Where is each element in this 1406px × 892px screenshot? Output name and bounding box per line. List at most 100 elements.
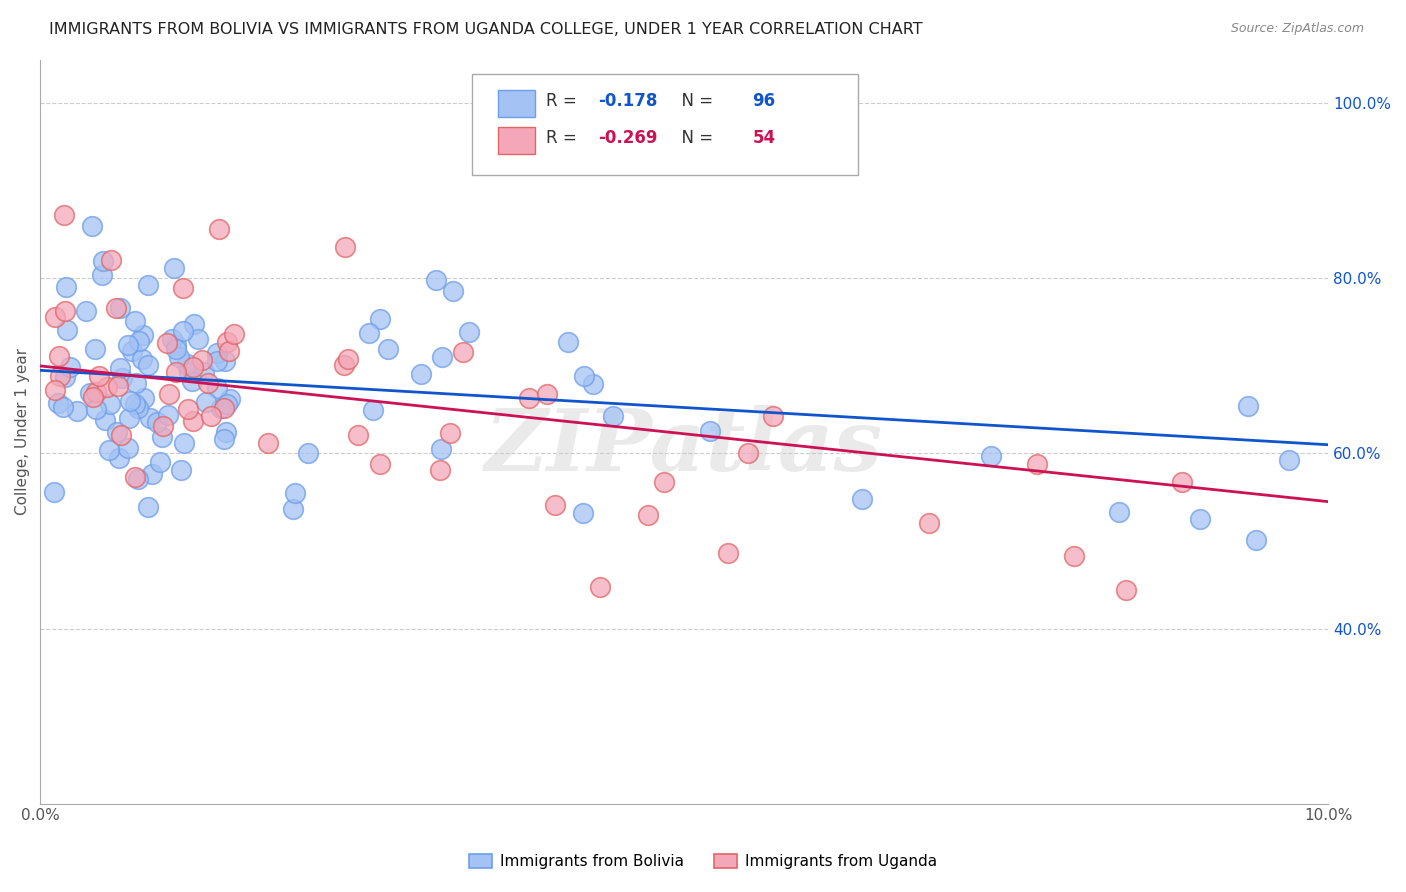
Point	[84, 384, 107, 399]
Point	[79, 386, 101, 401]
Point	[581, 377, 603, 392]
Point	[699, 424, 721, 438]
Point	[1108, 505, 1130, 519]
Point	[131, 351, 153, 366]
Point	[197, 376, 219, 390]
Point	[66, 403, 89, 417]
Point	[53, 370, 76, 384]
Point	[432, 351, 454, 365]
Point	[46, 395, 69, 409]
Point	[128, 334, 150, 349]
Point	[141, 467, 163, 482]
Point	[602, 409, 624, 423]
Point	[333, 240, 356, 254]
Point	[297, 446, 319, 460]
Point	[157, 387, 180, 401]
Point	[737, 446, 759, 460]
Text: ZIPatlas: ZIPatlas	[485, 405, 883, 488]
Point	[136, 500, 159, 515]
Point	[425, 273, 447, 287]
Point	[145, 415, 167, 429]
Point	[52, 400, 75, 414]
Text: N =: N =	[672, 92, 718, 110]
Point	[124, 397, 146, 411]
Point	[183, 317, 205, 331]
Point	[652, 475, 675, 490]
Point	[160, 332, 183, 346]
Point	[980, 450, 1002, 464]
Point	[572, 506, 595, 520]
Point	[195, 395, 218, 409]
Point	[557, 334, 579, 349]
Point	[176, 357, 198, 371]
Point	[543, 498, 565, 512]
Point	[163, 261, 186, 276]
Point	[110, 301, 132, 315]
Point	[136, 359, 159, 373]
Point	[127, 401, 149, 416]
Point	[100, 252, 122, 267]
Point	[191, 352, 214, 367]
Point	[125, 376, 148, 391]
Point	[132, 327, 155, 342]
Point	[108, 450, 131, 465]
Point	[149, 455, 172, 469]
Point	[519, 391, 541, 405]
Point	[1063, 549, 1085, 563]
Point	[118, 411, 141, 425]
Point	[170, 462, 193, 476]
Point	[377, 342, 399, 356]
Point	[536, 386, 558, 401]
Point	[111, 371, 134, 385]
Point	[55, 280, 77, 294]
Point	[172, 281, 194, 295]
Text: Source: ZipAtlas.com: Source: ZipAtlas.com	[1230, 22, 1364, 36]
Point	[98, 442, 121, 457]
Point	[1026, 457, 1049, 471]
Point	[637, 508, 659, 523]
Point	[205, 346, 228, 360]
Point	[121, 343, 143, 358]
Point	[165, 365, 187, 379]
Point	[218, 343, 240, 358]
Point	[589, 580, 612, 594]
Point	[441, 285, 464, 299]
Point	[44, 310, 66, 325]
Text: IMMIGRANTS FROM BOLIVIA VS IMMIGRANTS FROM UGANDA COLLEGE, UNDER 1 YEAR CORRELAT: IMMIGRANTS FROM BOLIVIA VS IMMIGRANTS FR…	[49, 22, 922, 37]
Point	[347, 428, 370, 442]
Point	[94, 413, 117, 427]
Text: -0.178: -0.178	[598, 92, 658, 110]
Point	[222, 326, 245, 341]
Point	[1244, 533, 1267, 547]
Text: R =: R =	[547, 92, 582, 110]
Point	[139, 411, 162, 425]
Point	[59, 359, 82, 374]
Point	[357, 326, 380, 340]
Point	[458, 326, 481, 340]
Point	[42, 484, 65, 499]
Point	[430, 442, 453, 456]
Point	[117, 442, 139, 456]
Point	[1170, 475, 1192, 489]
Point	[48, 349, 70, 363]
FancyBboxPatch shape	[498, 90, 534, 117]
Point	[200, 409, 222, 423]
Point	[214, 425, 236, 439]
Point	[136, 278, 159, 293]
Point	[82, 390, 104, 404]
Point	[48, 368, 70, 383]
Point	[574, 369, 596, 384]
Legend: Immigrants from Bolivia, Immigrants from Uganda: Immigrants from Bolivia, Immigrants from…	[463, 848, 943, 875]
Point	[205, 354, 228, 368]
Point	[156, 336, 179, 351]
Point	[156, 408, 179, 422]
Point	[209, 401, 232, 415]
Point	[180, 374, 202, 388]
Point	[127, 472, 149, 486]
Point	[105, 425, 128, 439]
Point	[1237, 399, 1260, 413]
Point	[124, 314, 146, 328]
Point	[368, 457, 391, 471]
Point	[181, 359, 204, 374]
Point	[83, 342, 105, 356]
